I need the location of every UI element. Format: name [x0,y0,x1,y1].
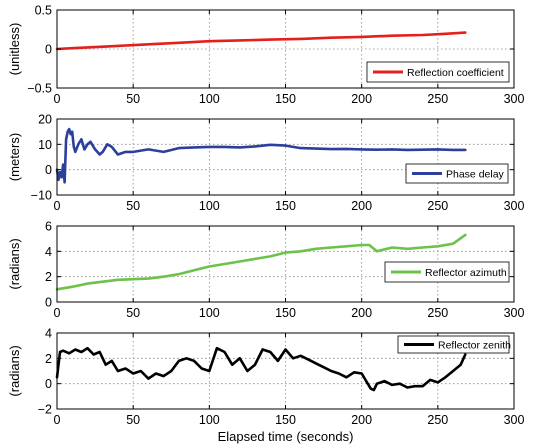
series-line [55,31,467,51]
x-tick-label: 300 [504,306,525,320]
series-line [55,127,467,184]
legend-label: Reflector azimuth [425,267,507,279]
x-tick-label: 150 [275,199,296,213]
x-tick-label: 0 [54,92,61,106]
x-tick-label: 50 [126,92,140,106]
x-tick-label: 250 [427,92,448,106]
x-tick-label: 50 [126,306,140,320]
x-tick-label: 300 [504,92,525,106]
y-tick-label: 0 [45,377,52,391]
legend-box [366,61,510,83]
y-axis-label: (radians) [7,238,22,289]
y-tick-label: 0.5 [35,4,52,18]
y-tick-label: −0.5 [27,82,52,96]
x-tick-label: 0 [54,413,61,427]
legend-label: Reflector zenith [438,340,511,352]
y-tick-label: 4 [45,245,52,259]
x-axis-label: Elapsed time (seconds) [218,429,354,444]
x-tick-label: 200 [351,306,372,320]
x-tick-label: 300 [504,199,525,213]
chart-panel-3: 0 50 100 150 200 250 300 0 2 4 6 (radians) Reflector… [7,220,524,321]
x-tick-label: 0 [54,306,61,320]
x-tick-label: 250 [427,306,448,320]
y-tick-label: 0 [45,163,52,177]
x-tick-label: 150 [275,306,296,320]
legend-label: Phase delay [446,169,505,181]
y-axis-label: (radians) [7,345,22,396]
legend-box [397,335,510,354]
legend-box [405,163,509,184]
x-tick-label: 150 [275,413,296,427]
y-tick-label: 20 [38,113,52,127]
x-tick-label: 100 [199,92,220,106]
x-tick-label: 250 [427,199,448,213]
legend: Reflector azimuth [384,261,510,283]
y-tick-label: 0 [45,296,52,310]
legend: Phase delay [405,163,509,184]
y-tick-label: 10 [38,138,52,152]
y-tick-label: 2 [45,352,52,366]
x-tick-label: 150 [275,92,296,106]
y-axis-label: (unitless) [7,23,22,76]
y-tick-label: 6 [45,220,52,234]
series-line [55,346,467,392]
y-tick-label: 0 [45,43,52,57]
x-tick-label: 300 [504,413,525,427]
x-tick-label: 200 [351,413,372,427]
x-tick-label: 0 [54,199,61,213]
legend-label: Reflection coefficient [407,67,504,79]
y-tick-label: 4 [45,327,52,341]
x-tick-label: 100 [199,306,220,320]
y-axis-label: (meters) [7,133,22,181]
x-tick-label: 50 [126,413,140,427]
y-tick-label: −10 [31,189,52,203]
legend: Reflection coefficient [366,61,510,83]
x-tick-label: 200 [351,199,372,213]
x-tick-label: 250 [427,413,448,427]
legend-box [384,261,510,283]
y-tick-label: −2 [38,403,52,417]
x-tick-label: 50 [126,199,140,213]
x-tick-label: 100 [199,199,220,213]
legend: Reflector zenith [397,335,511,354]
x-tick-label: 100 [199,413,220,427]
x-tick-label: 200 [351,92,372,106]
series-line [55,233,467,291]
chart-panel-1: 0 50 100 150 200 250 300−0.500.5(unitless) Refl… [7,4,524,107]
y-tick-label: 2 [45,270,52,284]
